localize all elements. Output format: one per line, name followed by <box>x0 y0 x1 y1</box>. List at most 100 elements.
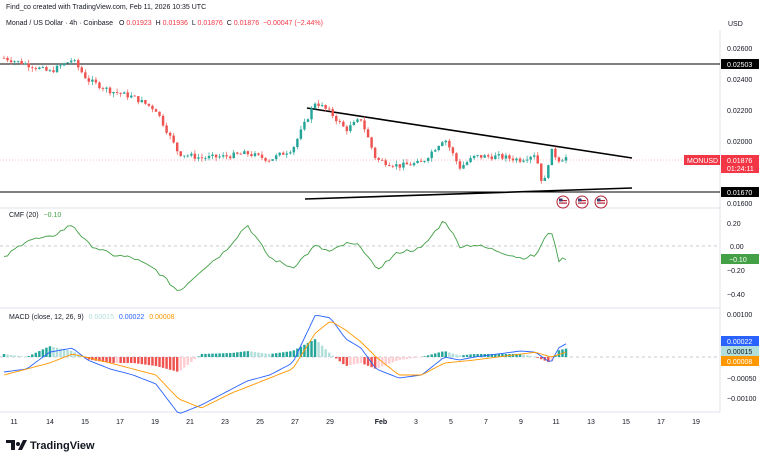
macd-histogram-bar <box>20 356 23 357</box>
candle-body <box>218 156 221 158</box>
macd-histogram-bar <box>126 357 129 363</box>
macd-histogram-bar <box>289 351 292 357</box>
candle-body <box>147 103 151 106</box>
candle-body <box>239 153 243 155</box>
symbol-legend[interactable]: Monad / US Dollar · 4h · Coinbase O 0.01… <box>6 20 323 27</box>
time-axis-tick: 17 <box>116 419 124 426</box>
candle-body <box>69 60 73 63</box>
candle-body <box>501 154 504 159</box>
svg-text:−0.10: −0.10 <box>729 257 747 264</box>
candle-body <box>133 95 137 97</box>
macd-histogram-bar <box>479 354 483 357</box>
ascending-trendline[interactable] <box>304 187 633 200</box>
candle-body <box>476 155 479 156</box>
macd-histogram-bar <box>168 357 172 370</box>
us-flag-icon[interactable] <box>575 195 589 209</box>
macd-axis[interactable]: 0.00100 −0.00050 −0.00100 <box>727 312 756 403</box>
candle-body <box>13 61 16 63</box>
candle-body <box>522 160 525 162</box>
symbol-title[interactable]: Monad / US Dollar · 4h · Coinbase <box>6 20 113 27</box>
cmf-title[interactable]: CMF (20) <box>9 212 39 219</box>
macd-histogram-bar <box>352 357 356 365</box>
candle-body <box>366 129 370 138</box>
candle-body <box>398 164 402 168</box>
candle-body <box>158 111 161 116</box>
us-flag-icon[interactable] <box>556 195 570 209</box>
candle-body <box>412 163 416 166</box>
macd-histogram-bar <box>557 350 561 357</box>
macd-title[interactable]: MACD (close, 12, 26, 9) <box>9 314 84 321</box>
candle-body <box>331 109 334 117</box>
macd-histogram-bar <box>313 339 317 357</box>
time-axis-tick: 25 <box>256 419 264 426</box>
price-axis-tick: 0.02600 <box>727 46 752 53</box>
candle-body <box>380 159 384 161</box>
candle-body <box>409 164 412 166</box>
macd-histogram-bar <box>324 349 327 357</box>
candle-body <box>119 92 122 94</box>
macd-histogram-bar <box>412 357 416 359</box>
candle-body <box>161 115 165 126</box>
us-flag-icon[interactable] <box>594 195 608 209</box>
macd-histogram-bar <box>31 354 34 357</box>
cmf-axis[interactable]: 0.20 0.00 −0.20 −0.40 <box>727 221 745 299</box>
candle-body <box>402 162 405 168</box>
candle-body <box>536 155 539 164</box>
descending-trendline[interactable] <box>306 107 633 159</box>
cmf-value-tag: −0.10 <box>721 254 759 264</box>
candle-body <box>267 160 271 162</box>
time-axis[interactable]: 11 14 15 17 19 21 23 25 27 29 Feb 3 5 7 … <box>10 419 700 426</box>
candle-body <box>320 104 324 106</box>
candle-body <box>34 68 38 69</box>
price-axis[interactable]: 0.02600 0.02400 0.02200 0.02000 0.01600 <box>727 46 752 208</box>
candle-body <box>388 164 391 166</box>
candle-body <box>550 148 554 166</box>
macd-histogram-bar <box>274 353 278 357</box>
candle-body <box>193 153 197 159</box>
tradingview-logo[interactable]: TradingView <box>6 440 95 452</box>
svg-text:0.01670: 0.01670 <box>727 190 752 197</box>
time-axis-tick: 11 <box>552 419 559 426</box>
macd-histogram-bar <box>331 355 334 357</box>
macd-histogram-bar <box>363 357 366 365</box>
candle-body <box>246 151 250 155</box>
macd-histogram-bar <box>547 357 550 363</box>
macd-histogram-bar <box>476 354 479 357</box>
candle-body <box>327 108 331 110</box>
time-axis-tick: 15 <box>622 419 630 426</box>
macd-histogram-bar <box>497 353 501 357</box>
time-axis-tick: 13 <box>587 419 595 426</box>
macd-histogram-bar <box>62 349 66 357</box>
macd-histogram-bar <box>179 357 182 371</box>
macd-histogram-bar <box>183 357 186 368</box>
macd-hist-value: 0.00015 <box>88 314 114 321</box>
time-axis-tick: 7 <box>484 419 488 426</box>
macd-histogram-bar <box>52 347 55 357</box>
candle-body <box>250 154 253 157</box>
macd-histogram-bar <box>398 357 402 360</box>
macd-histogram-bar <box>310 341 313 357</box>
candle-body <box>73 60 76 61</box>
candle-body <box>448 140 451 148</box>
candle-body <box>395 164 398 167</box>
upper-level-tag: 0.02503 <box>721 59 759 69</box>
candle-body <box>384 160 387 165</box>
currency-label[interactable]: USD <box>728 21 743 28</box>
event-markers[interactable] <box>556 195 608 209</box>
candle-body <box>479 155 483 158</box>
macd-legend[interactable]: MACD (close, 12, 26, 9) 0.00015 0.00022 … <box>9 314 175 321</box>
candle-body <box>437 145 440 151</box>
macd-histogram-bar <box>55 347 59 357</box>
candle-body <box>547 165 550 178</box>
macd-histogram-bar <box>161 357 165 368</box>
macd-histogram-bar <box>472 354 476 357</box>
macd-histogram-bar <box>23 356 27 358</box>
macd-signal-line <box>3 321 567 409</box>
candle-body <box>416 160 419 164</box>
candle-body <box>84 72 87 79</box>
candle-body <box>561 160 564 162</box>
cmf-legend[interactable]: CMF (20) −0.10 <box>9 212 61 219</box>
macd-histogram-bar <box>101 357 105 362</box>
candle-body <box>228 156 232 159</box>
